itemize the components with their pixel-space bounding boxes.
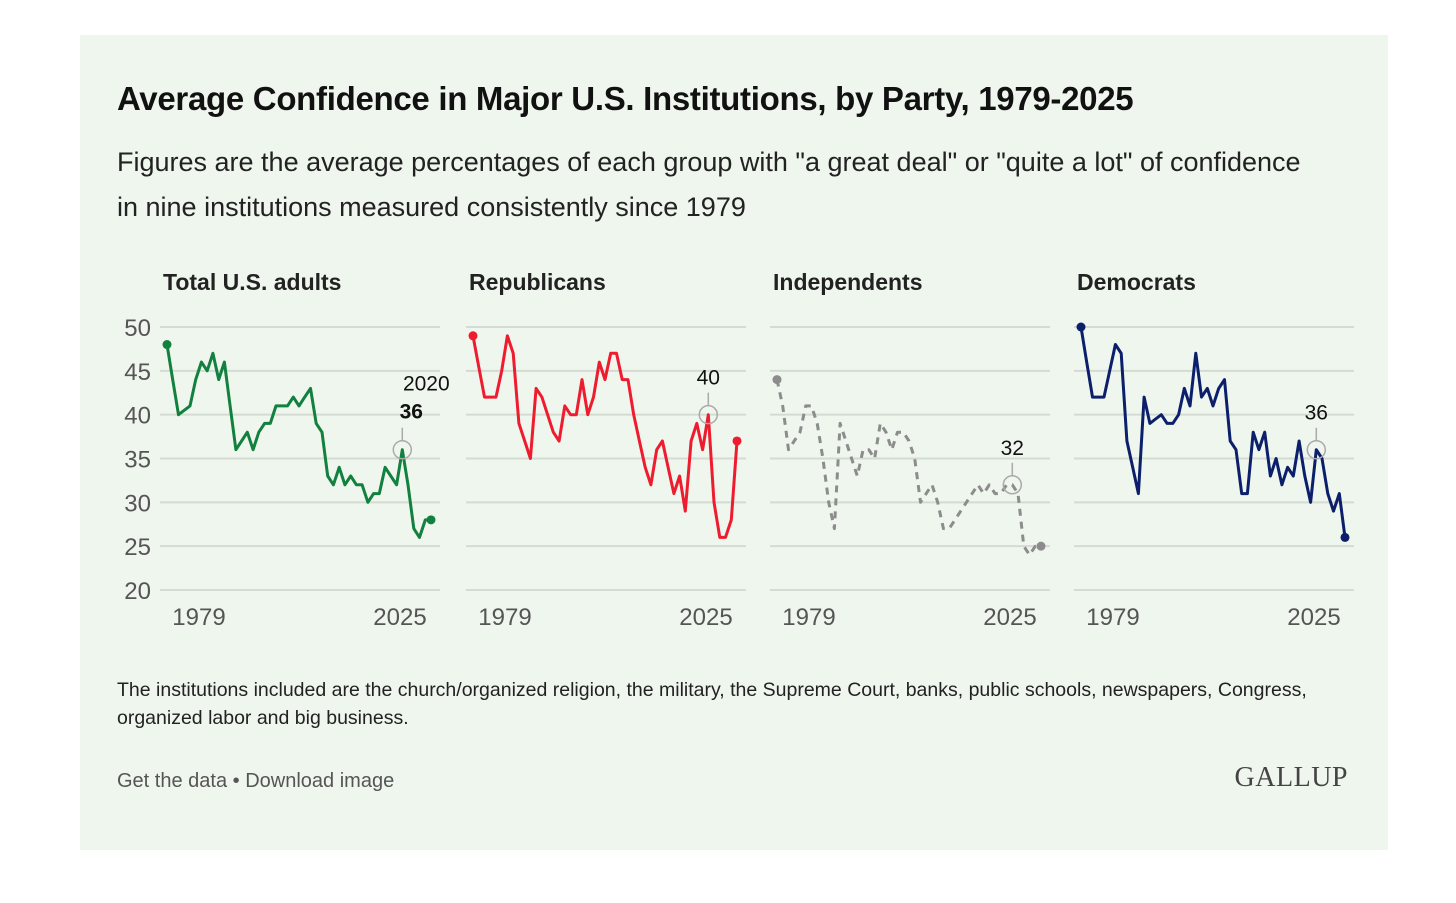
y-tick-label: 50: [124, 315, 151, 342]
x-tick-label: 1979: [172, 604, 225, 631]
panel-title: Democrats: [1077, 269, 1196, 295]
y-tick-label: 25: [124, 534, 151, 561]
endpoint-marker: [162, 340, 172, 350]
series-line: [165, 344, 431, 539]
x-tick-label: 1979: [782, 604, 835, 631]
download-image-link[interactable]: Download image: [245, 770, 395, 792]
y-tick-label: 45: [124, 359, 151, 386]
panel-independents: Independents 1979 2025 32: [770, 269, 1050, 631]
x-tick-label: 1979: [1086, 604, 1139, 631]
annotation-value: 32: [1001, 437, 1024, 460]
panel-title: Republicans: [469, 269, 606, 295]
x-tick-label: 2025: [373, 604, 426, 631]
y-tick-label: 40: [124, 403, 151, 430]
chart-title: Average Confidence in Major U.S. Institu…: [117, 80, 1134, 117]
endpoint-marker: [1036, 541, 1046, 551]
annotation-value: 36: [1305, 402, 1328, 425]
series-line: [471, 334, 739, 539]
panel-total-u-s-adults: Total U.S. adults 50 45 40 35 30 25 20 1979 2025 2…: [124, 269, 449, 631]
y-tick-label: 20: [124, 578, 151, 605]
link-separator: •: [232, 770, 240, 792]
panel-title: Independents: [773, 269, 923, 295]
panel-title: Total U.S. adults: [163, 269, 341, 295]
annotation-value: 40: [697, 367, 720, 390]
annotation-year: 2020: [403, 373, 450, 396]
y-tick-label: 35: [124, 447, 151, 474]
endpoint-marker: [772, 375, 782, 385]
endpoint-marker: [468, 331, 478, 341]
annotation-value: 36: [400, 401, 423, 424]
endpoint-marker: [1340, 532, 1350, 542]
y-tick-label: 30: [124, 490, 151, 517]
footer-links: Get the data • Download image: [117, 770, 394, 793]
x-tick-label: 1979: [478, 604, 531, 631]
endpoint-marker: [732, 436, 742, 446]
x-tick-label: 2025: [679, 604, 732, 631]
get-data-link[interactable]: Get the data: [117, 770, 228, 792]
chart-subtitle: Figures are the average percentages of e…: [117, 147, 1301, 222]
endpoint-marker: [426, 515, 436, 525]
panel-republicans: Republicans 1979 2025 40: [466, 269, 746, 631]
x-tick-label: 2025: [983, 604, 1036, 631]
endpoint-marker: [1076, 322, 1086, 332]
panel-democrats: Democrats 1979 2025 36: [1074, 269, 1354, 631]
x-tick-label: 2025: [1287, 604, 1340, 631]
series-line: [1079, 326, 1347, 538]
gallup-logo: GALLUP: [1234, 762, 1348, 793]
series-line: [775, 379, 1041, 557]
footnote: The institutions included are the church…: [117, 679, 1307, 729]
